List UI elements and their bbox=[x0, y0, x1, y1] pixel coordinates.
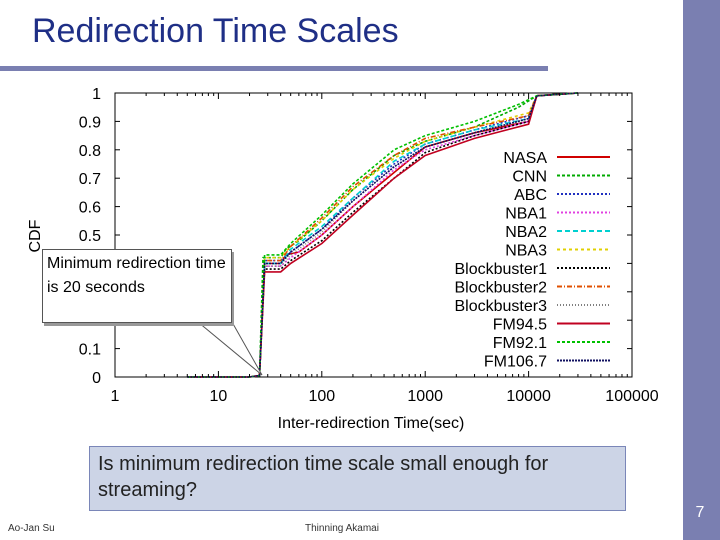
legend-label: FM106.7 bbox=[484, 354, 547, 371]
y-tick-label: 0.1 bbox=[79, 342, 101, 359]
y-tick-label: 0.5 bbox=[79, 228, 101, 245]
legend-label: Blockbuster3 bbox=[455, 298, 548, 315]
axes-frame bbox=[114, 92, 633, 378]
legend-label: NBA1 bbox=[505, 206, 547, 223]
x-tick-label: 1 bbox=[111, 388, 120, 405]
legend-label: CNN bbox=[512, 169, 547, 186]
plot-frame bbox=[114, 92, 633, 378]
x-tick-label: 100000 bbox=[605, 388, 658, 405]
x-tick-label: 10000 bbox=[506, 388, 551, 405]
y-tick-label: 0.9 bbox=[79, 114, 101, 131]
y-tick-label: 0.7 bbox=[79, 171, 101, 188]
footer-title: Thinning Akamai bbox=[305, 523, 379, 534]
x-tick-label: 100 bbox=[308, 388, 335, 405]
y-axis-label: CDF bbox=[27, 219, 44, 252]
legend-label: NASA bbox=[503, 150, 547, 167]
x-axis-label: Inter-redirection Time(sec) bbox=[278, 415, 465, 432]
legend-label: Blockbuster1 bbox=[455, 261, 548, 278]
legend-label: ABC bbox=[514, 187, 547, 204]
legend-label: NBA2 bbox=[505, 224, 547, 241]
series-line-fm94-5 bbox=[187, 92, 578, 378]
legend-label: FM92.1 bbox=[493, 335, 547, 352]
series-line-fm106-7 bbox=[187, 92, 578, 378]
y-tick-label: 0.6 bbox=[79, 200, 101, 217]
title-divider bbox=[0, 66, 548, 71]
series-line-abc bbox=[187, 92, 578, 378]
page-number: 7 bbox=[695, 504, 705, 521]
series-line-fm92-1 bbox=[187, 92, 578, 378]
side-accent-bar bbox=[683, 0, 720, 540]
axis-ticks: 00.10.20.30.40.50.60.70.80.9111010010001… bbox=[79, 86, 659, 405]
x-tick-label: 10 bbox=[210, 388, 228, 405]
y-tick-label: 1 bbox=[92, 86, 101, 103]
series-line-nba1 bbox=[187, 92, 578, 378]
min-time-callout: Minimum redirection time is 20 seconds bbox=[42, 249, 232, 323]
footer-author: Ao-Jan Su bbox=[8, 523, 55, 534]
series-lines bbox=[187, 92, 578, 378]
question-box: Is minimum redirection time scale small … bbox=[89, 446, 626, 511]
legend-label: Blockbuster2 bbox=[455, 280, 548, 297]
legend-label: NBA3 bbox=[505, 243, 547, 260]
slide-title: Redirection Time Scales bbox=[32, 12, 399, 50]
x-tick-label: 1000 bbox=[407, 388, 443, 405]
legend-label: FM94.5 bbox=[493, 317, 547, 334]
y-tick-label: 0 bbox=[92, 370, 101, 387]
y-tick-label: 0.8 bbox=[79, 143, 101, 160]
callout-pointer bbox=[196, 321, 263, 376]
